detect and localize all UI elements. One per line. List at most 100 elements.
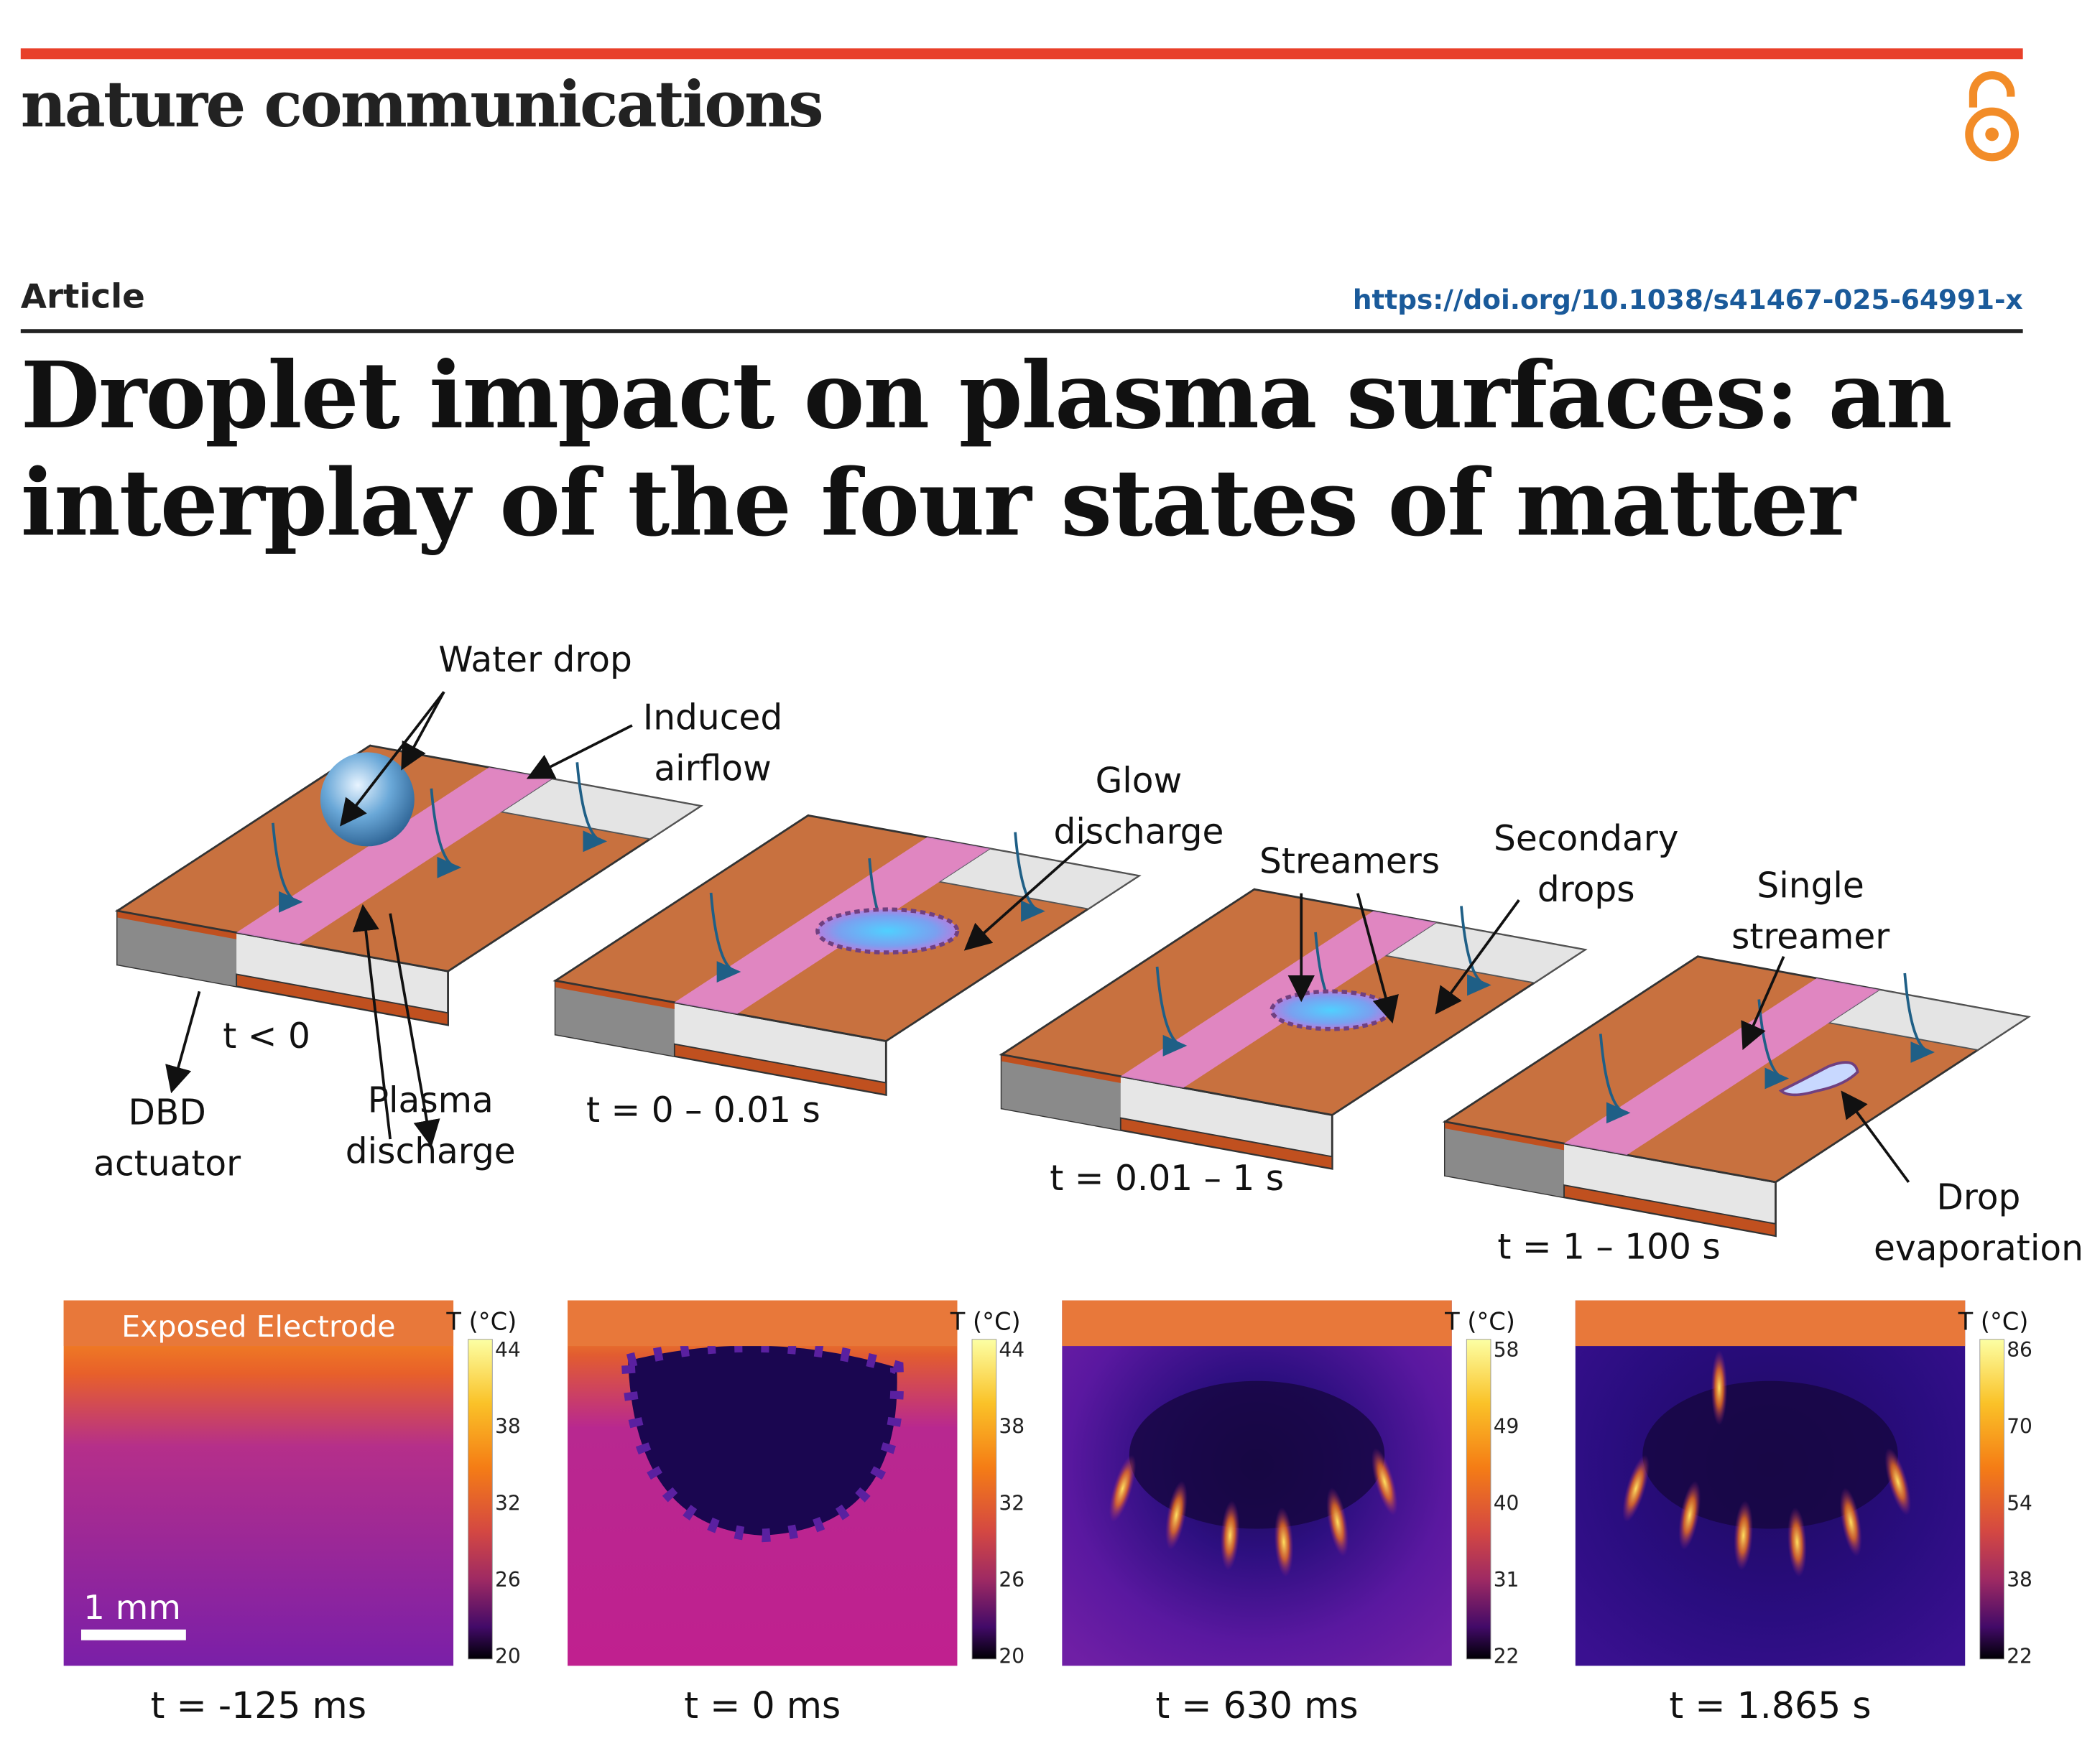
- time-label: t < 0: [223, 1016, 310, 1057]
- colorbar-unit: T (°C): [1958, 1308, 2029, 1336]
- colorbar-unit: T (°C): [445, 1308, 517, 1336]
- electrode-band: [63, 1300, 454, 1347]
- schematic: Water drop Induced airflow Glow discharge Str…: [93, 640, 2083, 1268]
- annotation-arrow: [1741, 955, 1785, 1050]
- hot-streak: [1274, 1507, 1294, 1577]
- colorbar: [468, 1339, 493, 1660]
- title-line: interplay of the four states of matter: [21, 449, 1857, 556]
- slab: [114, 744, 703, 1026]
- hot-streak: [1734, 1500, 1753, 1571]
- schematic-label: Single: [1757, 865, 1864, 906]
- colorbar-tick-label: 31: [1494, 1568, 1520, 1592]
- schematic-label: Drop: [1936, 1177, 2020, 1217]
- hot-streak: [1622, 1454, 1650, 1523]
- schematic-label: Streamers: [1259, 842, 1440, 882]
- colorbar-tick-label: 54: [2007, 1491, 2032, 1515]
- bottom-electrode: [236, 973, 449, 1026]
- annotation-arrow: [1435, 899, 1520, 1015]
- hot-streak: [1371, 1448, 1398, 1515]
- colorbar-unit: T (°C): [1444, 1308, 1515, 1336]
- bottom-electrode: [673, 1043, 887, 1096]
- hot-streak: [1109, 1454, 1137, 1523]
- airflow-arrow: [1903, 972, 1935, 1063]
- hot-streak: [1711, 1350, 1728, 1426]
- schematic-label: Plasma: [368, 1081, 494, 1121]
- annotation-arrow: [401, 691, 445, 771]
- hot-streak: [1884, 1448, 1911, 1515]
- airflow-arrow: [575, 762, 608, 853]
- bottom-electrode: [1119, 1117, 1333, 1170]
- annotation-arrow: [963, 838, 1090, 951]
- colorbar: [971, 1339, 997, 1660]
- colorbar-tick-label: 38: [2007, 1568, 2032, 1592]
- drop-footprint: [1129, 1380, 1385, 1529]
- schematic-label: streamer: [1731, 916, 1889, 957]
- top-electrode-edge: [1445, 1121, 1565, 1151]
- colorbar-tick-label: 40: [1494, 1491, 1520, 1515]
- time-label: t = 0 – 0.01 s: [586, 1090, 820, 1131]
- colorbar-tick-label: 58: [1494, 1338, 1520, 1362]
- colorbar-tick-label: 38: [999, 1415, 1024, 1439]
- colorbar-unit: T (°C): [950, 1308, 1021, 1336]
- hot-streak: [1678, 1480, 1701, 1550]
- colorbar-tick-label: 49: [1494, 1415, 1520, 1439]
- electrode-band: [1575, 1300, 1966, 1347]
- thermal-panel: T (°C)58 49 40 31 22 t = 630 ms: [1062, 1300, 1520, 1727]
- electrode-band: [1062, 1300, 1452, 1347]
- colorbar-tick-label: 86: [2007, 1338, 2032, 1362]
- airflow-arrow: [1599, 1034, 1631, 1124]
- colorbar-tick-label: 44: [495, 1338, 521, 1362]
- colorbar-tick-label: 20: [495, 1645, 521, 1668]
- hot-streak: [1326, 1487, 1349, 1557]
- annotation-arrow: [389, 913, 440, 1148]
- open-access-icon: [1965, 71, 2020, 162]
- time-caption: t = -125 ms: [151, 1684, 366, 1727]
- top-electrode-edge: [555, 980, 675, 1010]
- electrode-band: [568, 1300, 958, 1347]
- hot-streak: [1165, 1480, 1188, 1550]
- colorbar-tick-label: 22: [1494, 1645, 1520, 1668]
- colorbar: [1466, 1339, 1491, 1660]
- airflow-arrow: [1014, 832, 1045, 922]
- schematic-label: Induced: [643, 698, 782, 738]
- time-label: t = 0.01 – 1 s: [1050, 1159, 1284, 1199]
- streamer-drop: [1269, 989, 1392, 1031]
- dielectric-exposed: [1827, 989, 2030, 1051]
- annotation-arrow: [352, 904, 392, 1140]
- slab: [1442, 955, 2031, 1238]
- schematic-label: discharge: [1053, 812, 1224, 853]
- drop-footprint: [1642, 1380, 1898, 1529]
- evaporating-drop: [1778, 1061, 1859, 1097]
- time-label: t = 1 – 100 s: [1497, 1227, 1720, 1268]
- annotation-arrow: [165, 990, 201, 1094]
- hot-streak: [1220, 1500, 1240, 1571]
- bottom-electrode: [1563, 1184, 1777, 1237]
- doi-link[interactable]: https://doi.org/10.1038/s41467-025-64991…: [1353, 284, 2023, 315]
- title-line: Droplet impact on plasma surfaces: an: [21, 342, 1951, 449]
- schematic-label: airflow: [654, 749, 771, 789]
- time-caption: t = 630 ms: [1155, 1684, 1358, 1727]
- schematic-label: actuator: [93, 1144, 241, 1184]
- schematic-label: DBD: [129, 1093, 206, 1133]
- airflow-arrow: [709, 892, 741, 983]
- schematic-label: Secondary: [1494, 819, 1678, 859]
- scale-bar: [80, 1629, 186, 1640]
- time-caption: t = 1.865 s: [1669, 1684, 1871, 1727]
- schematic-label: evaporation: [1874, 1228, 2083, 1268]
- colorbar-tick-label: 26: [495, 1568, 521, 1592]
- colorbar-tick-label: 44: [999, 1338, 1024, 1362]
- annotation-arrow: [340, 691, 445, 827]
- header-rule: [20, 48, 2023, 60]
- hot-streak: [1839, 1487, 1862, 1557]
- colorbar-tick-label: 32: [495, 1491, 521, 1515]
- slab: [552, 814, 1142, 1097]
- airflow-arrow: [430, 788, 462, 878]
- slab: [999, 888, 1588, 1170]
- airflow-arrow: [1155, 966, 1188, 1057]
- dielectric-exposed: [499, 778, 703, 840]
- journal-name: nature communications: [21, 67, 822, 141]
- thermal-panel: T (°C)86 70 54 38 22 t = 1.865 s: [1575, 1300, 2032, 1727]
- schematic-label: Water drop: [438, 640, 632, 680]
- colorbar-tick-label: 22: [2007, 1645, 2032, 1668]
